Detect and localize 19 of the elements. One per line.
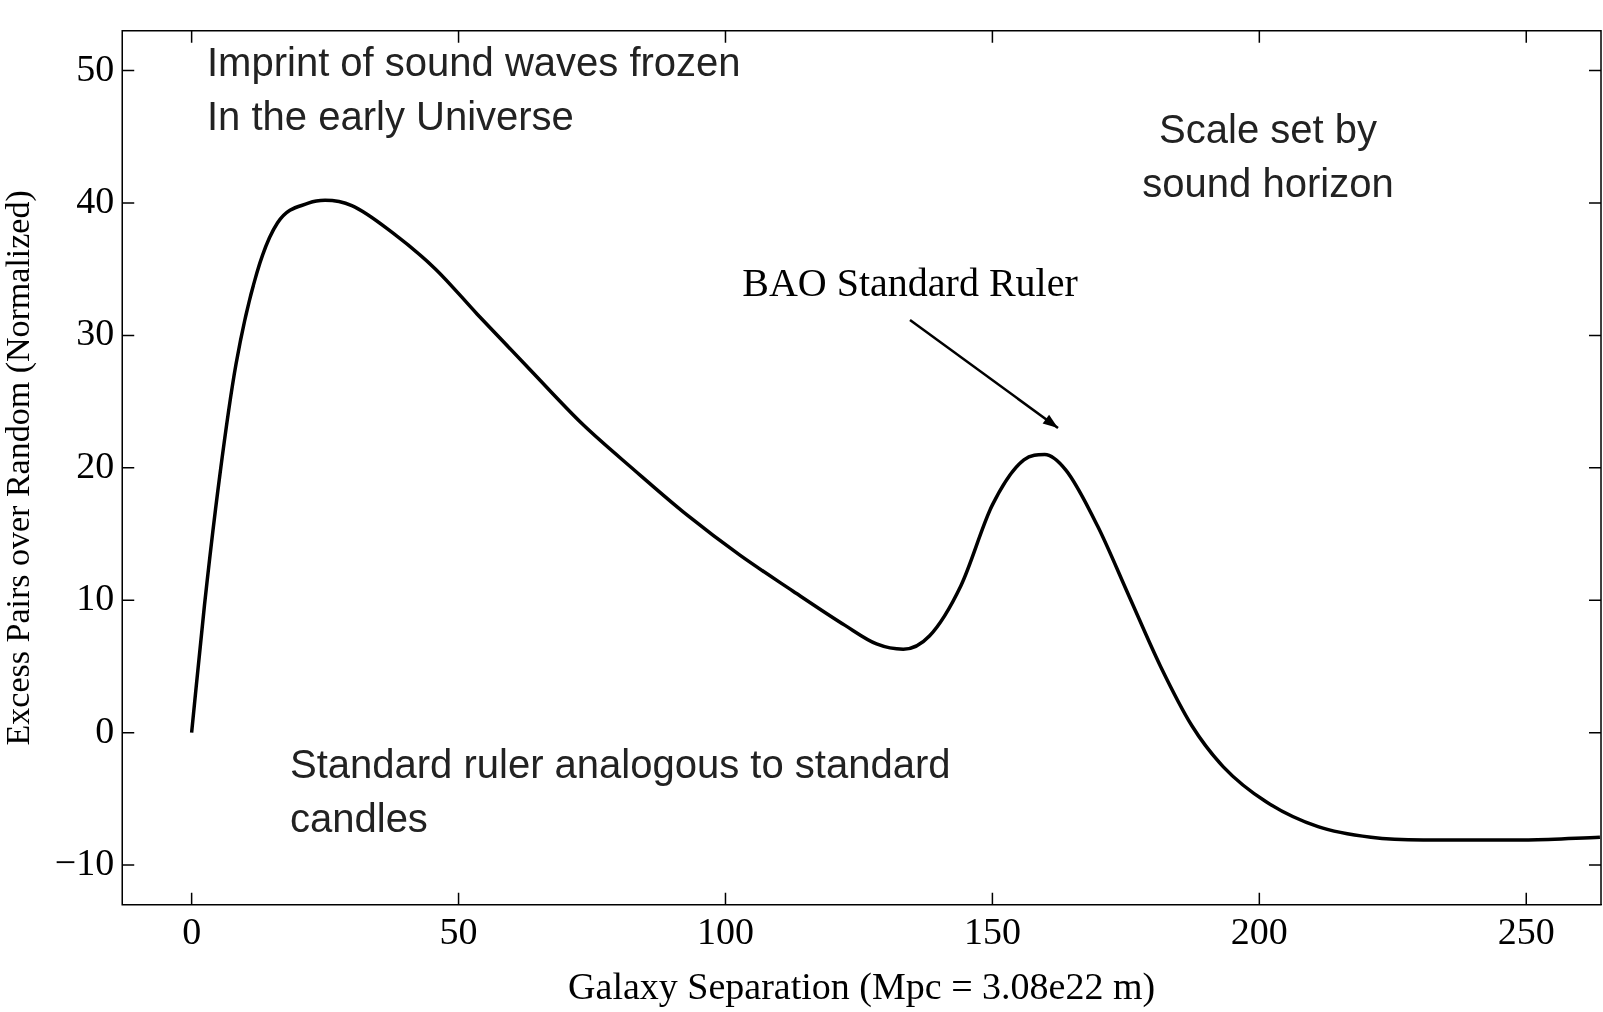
x-tick-label: 150 [963,909,1021,952]
x-tick-label: 250 [1497,909,1555,952]
annotation: BAO Standard Ruler [742,260,1078,305]
y-tick-label: 50 [76,46,115,89]
y-tick-label: 10 [76,576,115,619]
y-tick-label: 20 [76,443,115,486]
y-axis-title: Excess Pairs over Random (Normalized) [0,190,38,746]
annotation: Scale set by sound horizon [1142,107,1394,205]
x-tick-label: 0 [182,909,202,952]
annotation: Standard ruler analogous to standard candles [290,742,951,840]
x-tick-label: 50 [439,909,478,952]
annotation: Imprint of sound waves frozen In the early Universe [207,40,741,138]
x-axis-title: Galaxy Separation (Mpc = 3.08e22 m) [568,965,1156,1009]
y-tick-label: 40 [76,178,115,221]
x-tick-label: 200 [1230,909,1288,952]
y-tick-label: −10 [54,841,115,884]
x-tick-label: 100 [696,909,754,952]
y-tick-label: 30 [76,311,115,354]
y-tick-label: 0 [95,708,115,751]
